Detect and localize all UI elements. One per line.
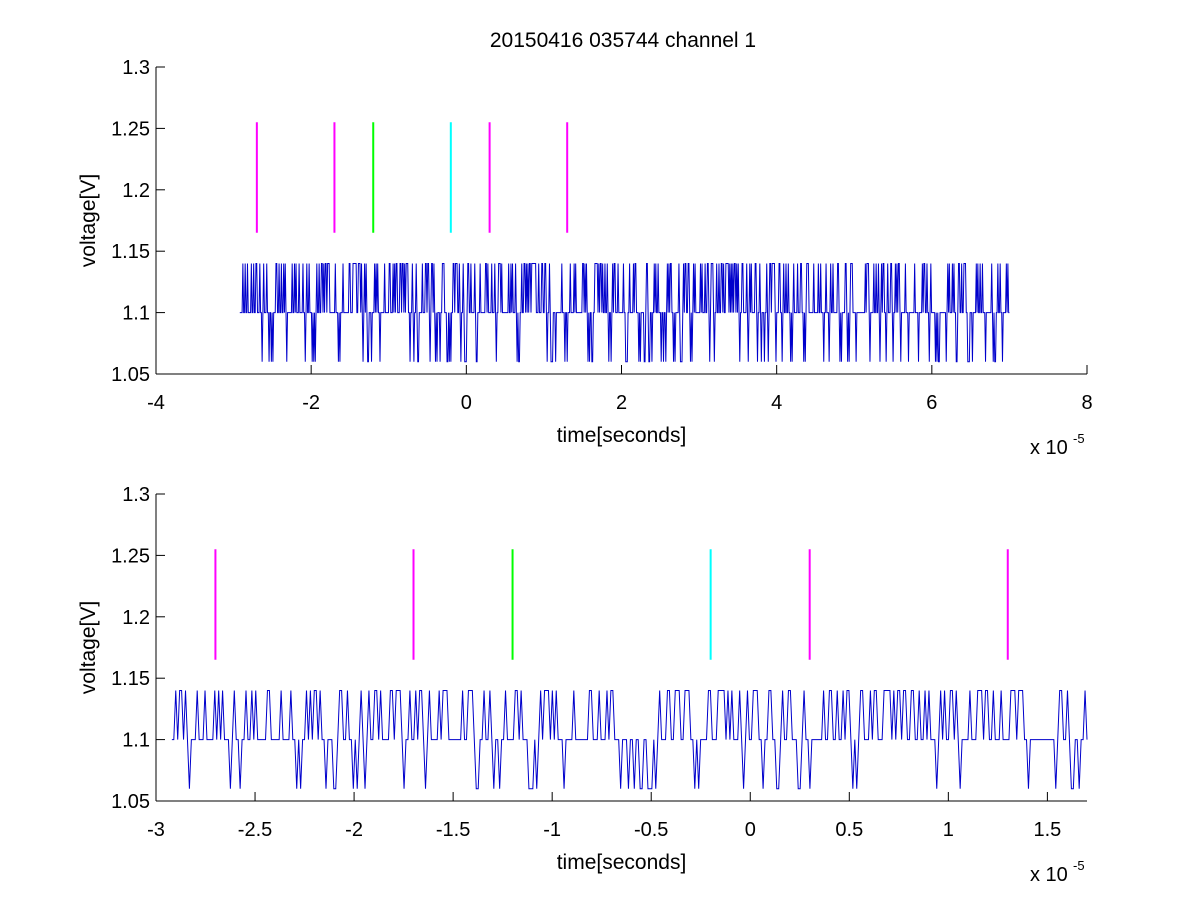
y-tick-label: 1.05 [111,791,150,813]
y-tick-label: 1.2 [122,180,150,202]
voltage-series-line [239,262,1010,363]
x-axis-label: time[seconds] [557,851,687,874]
voltage-series-line [171,689,1088,790]
x-tick-label: -1.5 [436,819,470,841]
x-multiplier-exponent: -5 [1073,858,1085,873]
x-tick-label: -4 [147,392,165,414]
x-tick-label: 1 [943,819,954,841]
y-axis-label: voltage[V] [77,174,100,267]
y-tick-label: 1.1 [122,730,150,752]
x-tick-label: 0.5 [835,819,863,841]
x-multiplier-exponent: -5 [1073,431,1085,446]
x-tick-label: -0.5 [634,819,668,841]
x-tick-label: 2 [616,392,627,414]
x-tick-label: -2 [302,392,320,414]
y-tick-label: 1.3 [122,484,150,506]
x-tick-label: 1.5 [1033,819,1061,841]
x-tick-label: -2 [345,819,363,841]
y-tick-label: 1.15 [111,241,150,263]
x-multiplier-label: x 10 [1030,864,1068,886]
x-tick-label: 0 [745,819,756,841]
x-tick-label: -1 [543,819,561,841]
y-axis-label: voltage[V] [77,601,100,694]
y-tick-label: 1.1 [122,303,150,325]
x-tick-label: 6 [926,392,937,414]
y-tick-label: 1.2 [122,607,150,629]
x-multiplier-label: x 10 [1030,437,1068,459]
x-tick-label: 0 [461,392,472,414]
figure-title: 20150416 035744 channel 1 [490,29,756,52]
bottom-subplot: 1.05 1.1 1.15 1.2 1.25 1.3 -3 -2.5 -2 -1.5 -1 -0.5 0… [77,484,1088,886]
x-tick-label: 4 [771,392,782,414]
y-tick-label: 1.15 [111,668,150,690]
y-tick-label: 1.05 [111,364,150,386]
x-tick-label: -2.5 [238,819,272,841]
y-tick-label: 1.25 [111,118,150,140]
y-tick-label: 1.25 [111,545,150,567]
y-tick-label: 1.3 [122,57,150,79]
x-axis-label: time[seconds] [557,424,687,447]
x-tick-label: -3 [147,819,165,841]
top-subplot: 1.05 1.1 1.15 1.2 1.25 1.3 -4 -2 0 2 4 6 8 time[secon… [77,57,1093,459]
x-tick-label: 8 [1081,392,1092,414]
